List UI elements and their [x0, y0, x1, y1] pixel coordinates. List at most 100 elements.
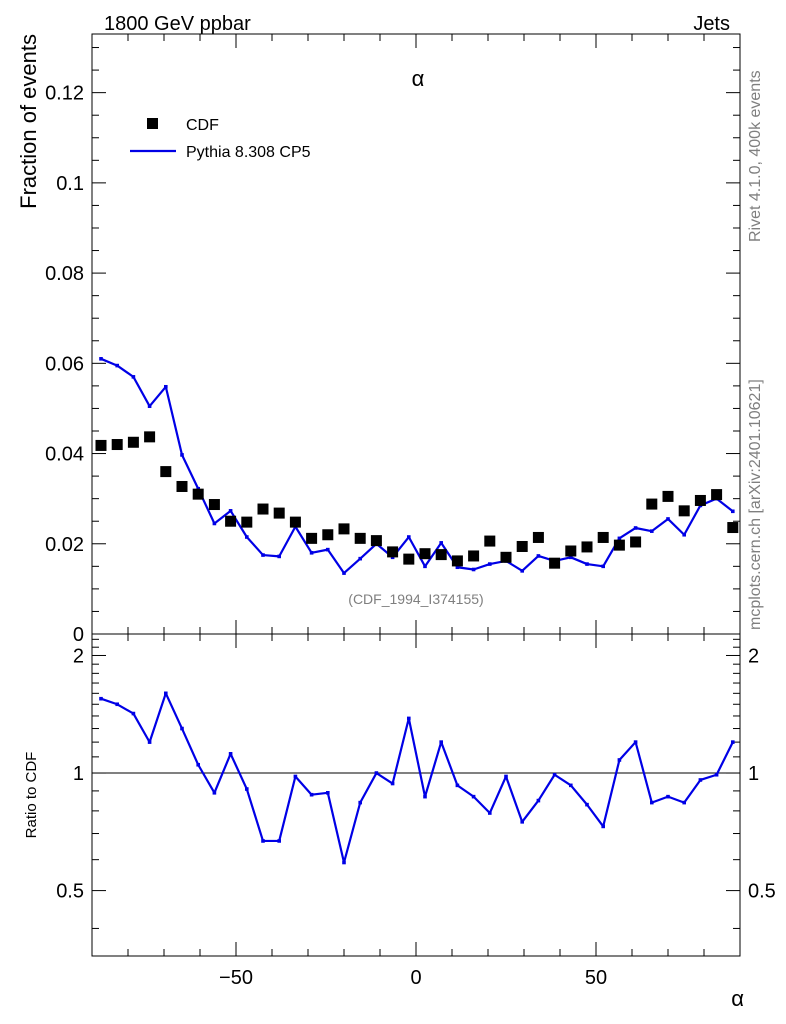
ratio-point — [666, 794, 670, 799]
ratio-x-tick-label: −50 — [219, 967, 253, 989]
x-axis-title: α — [731, 986, 744, 1011]
ratio-point — [650, 800, 654, 805]
cdf-point — [354, 532, 366, 544]
plot-title: α — [412, 66, 425, 91]
main-y-axis-title: Fraction of events — [16, 34, 41, 209]
cdf-point — [160, 466, 172, 478]
ratio-point — [731, 740, 735, 744]
cdf-point — [435, 549, 447, 561]
cdf-point — [727, 522, 739, 534]
cdf-point — [451, 555, 463, 567]
mc-point — [115, 363, 119, 368]
cdf-point — [370, 535, 382, 547]
mc-point — [212, 521, 217, 526]
cdf-point — [468, 550, 480, 562]
ratio-point — [99, 696, 103, 701]
ratio-point — [309, 792, 314, 797]
ratio-point — [293, 774, 298, 779]
ratio-point — [488, 811, 492, 815]
cdf-point — [662, 490, 674, 502]
mc-point — [536, 554, 541, 558]
mc-point — [245, 535, 249, 539]
cdf-point — [484, 535, 496, 547]
mc-point — [277, 554, 281, 559]
cdf-point — [273, 507, 285, 519]
ratio-point — [245, 787, 249, 791]
ratio-point — [423, 794, 427, 799]
mc-point — [342, 571, 346, 575]
cdf-point — [192, 488, 204, 500]
mc-point — [147, 404, 152, 408]
rivet-version-label: Rivet 4.1.0, 400k events — [747, 70, 764, 242]
ratio-line — [100, 692, 734, 864]
ratio-y-tick-label: 1 — [73, 763, 84, 785]
ratio-y-tick-label-right: 0.5 — [748, 881, 776, 903]
ratio-point — [698, 778, 703, 782]
ratio-point — [196, 762, 200, 767]
ratio-point — [536, 798, 541, 803]
mc-point — [569, 555, 573, 560]
main-y-tick-label: 0.08 — [45, 263, 84, 285]
cdf-point — [678, 505, 690, 517]
mc-line — [100, 357, 734, 575]
cdf-point — [225, 515, 237, 527]
cdf-point — [144, 431, 156, 443]
mc-point — [164, 384, 168, 389]
cdf-point — [613, 539, 625, 551]
mc-point — [520, 569, 524, 573]
ratio-point — [407, 716, 411, 721]
cdf-point — [646, 498, 658, 510]
ratio-y-ticks: 0.5 0.5 1 1 2 2 — [56, 638, 776, 929]
ratio-point — [326, 790, 330, 795]
ratio-point — [617, 758, 622, 762]
main-y-tick-label: 0.04 — [45, 444, 84, 466]
cdf-point — [241, 516, 253, 528]
ratio-point — [212, 790, 217, 795]
main-panel: 0 0.02 0.04 0.06 0.08 0.1 0.12 — [45, 33, 741, 646]
process-label: Jets — [693, 13, 730, 35]
cdf-point — [338, 523, 350, 535]
cdf-point — [532, 531, 544, 543]
mc-point — [488, 562, 492, 566]
cdf-point — [549, 557, 561, 569]
ratio-point — [390, 781, 395, 786]
cdf-point — [322, 529, 334, 541]
cdf-point — [500, 551, 512, 563]
ratio-point — [147, 740, 152, 744]
cdf-point — [95, 439, 107, 451]
mc-point — [601, 564, 605, 569]
mc-point — [650, 529, 654, 533]
ratio-point — [569, 783, 573, 788]
mc-point — [423, 564, 427, 569]
cdf-point — [581, 541, 593, 553]
mc-point — [439, 541, 443, 545]
ratio-point — [504, 774, 508, 779]
ratio-point — [601, 824, 605, 829]
mc-point — [666, 517, 670, 521]
main-y-tick-label: 0 — [73, 624, 84, 646]
cdf-point — [694, 494, 706, 506]
main-x-ticks — [91, 34, 741, 634]
ratio-point — [455, 783, 460, 788]
mc-point — [731, 509, 735, 514]
cdf-point — [403, 553, 415, 565]
cdf-point — [516, 540, 528, 552]
legend-cdf-label: CDF — [186, 117, 219, 134]
mc-point — [617, 536, 622, 541]
mc-point — [228, 509, 233, 513]
ratio-point — [180, 726, 184, 731]
cdf-point — [419, 548, 431, 560]
mc-point — [261, 553, 265, 557]
mc-point — [455, 565, 460, 570]
ratio-point — [633, 740, 638, 744]
cdf-point — [176, 480, 188, 492]
ratio-x-ticks: −50 0 50 — [91, 634, 741, 989]
ratio-series — [99, 691, 735, 865]
ratio-point — [277, 839, 281, 843]
mcplots-label: mcplots.cern.ch [arXiv:2401.10621] — [747, 379, 764, 630]
cdf-point — [208, 499, 220, 511]
ratio-y-tick-label-right: 1 — [748, 763, 759, 785]
ratio-y-tick-label: 0.5 — [56, 881, 84, 903]
ratio-point — [520, 820, 524, 824]
